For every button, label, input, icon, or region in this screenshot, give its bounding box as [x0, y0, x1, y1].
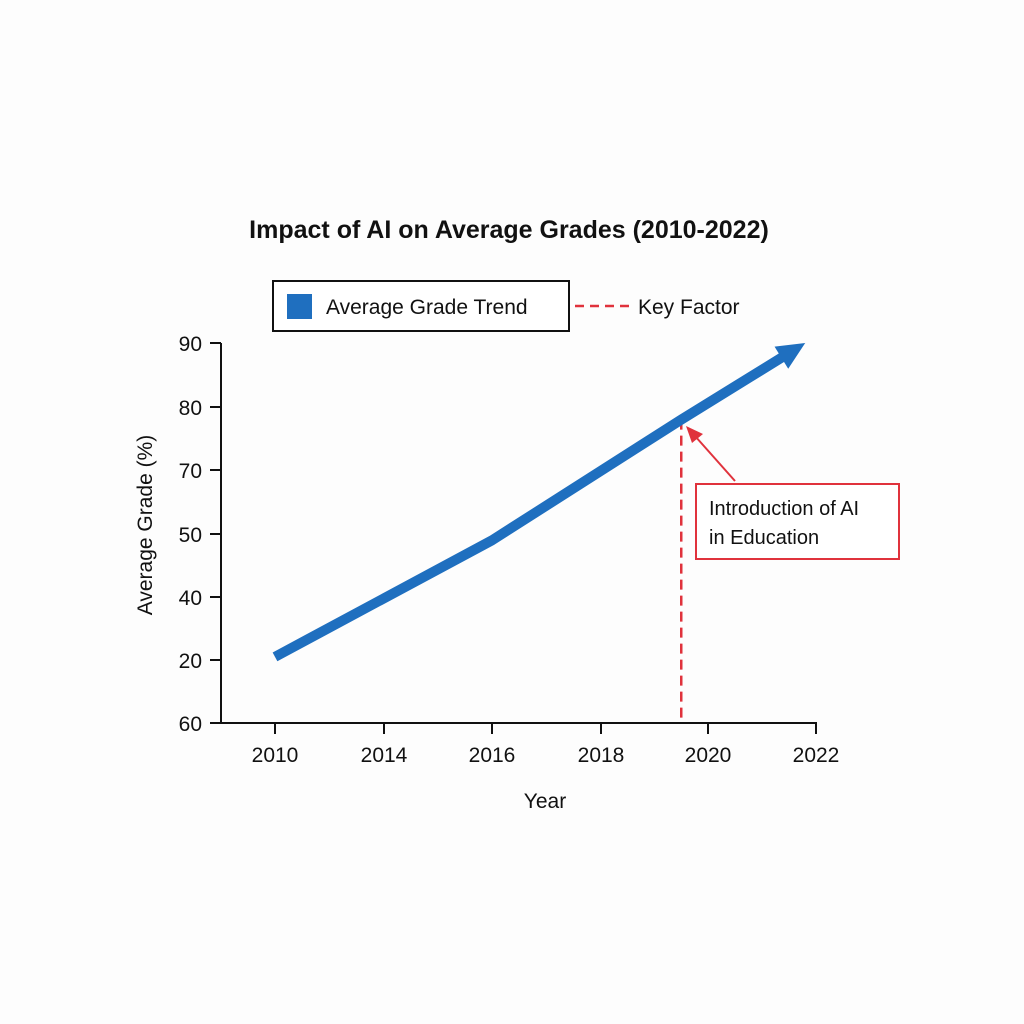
y-tick-label: 50	[179, 524, 202, 547]
trend-arrowhead-icon	[774, 343, 806, 369]
legend-label-trend: Average Grade Trend	[326, 296, 528, 319]
annotation-arrow	[694, 435, 736, 482]
y-tick-label: 40	[179, 587, 202, 610]
legend: Average Grade Trend Key Factor	[272, 280, 740, 332]
x-tick-label: 2018	[578, 744, 625, 767]
annotation-arrowhead-icon	[686, 426, 703, 443]
y-tick-label: 80	[179, 397, 202, 420]
annotation: Introduction of AI in Education	[686, 426, 900, 560]
y-axis-label: Average Grade (%)	[134, 435, 157, 616]
legend-swatch-trend	[287, 294, 312, 319]
x-axis-label: Year	[524, 790, 566, 813]
series-line-average-grade	[272, 346, 796, 662]
y-tick-label: 70	[179, 460, 202, 483]
y-tick-label: 60	[179, 713, 202, 736]
annotation-box	[695, 483, 900, 560]
x-tick-label: 2010	[252, 744, 299, 767]
x-tick-label: 2020	[685, 744, 732, 767]
chart-title: Impact of AI on Average Grades (2010-202…	[249, 216, 769, 244]
y-tick-label: 90	[179, 333, 202, 356]
x-tick-label: 2014	[361, 744, 408, 767]
annotation-line-2: in Education	[709, 527, 819, 549]
legend-box	[272, 280, 570, 332]
legend-label-key-factor: Key Factor	[638, 296, 740, 319]
x-tick-label: 2016	[469, 744, 516, 767]
y-tick-label: 20	[179, 650, 202, 673]
x-tick-label: 2022	[793, 744, 840, 767]
annotation-line-1: Introduction of AI	[709, 498, 859, 520]
